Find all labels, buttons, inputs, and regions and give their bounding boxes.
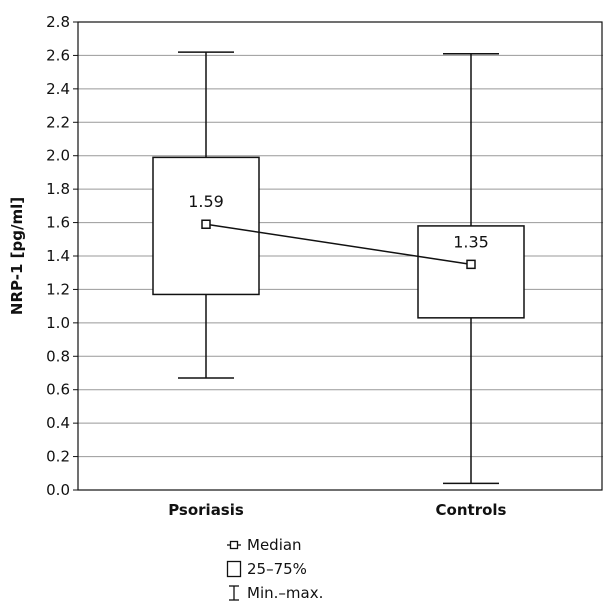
x-category-label: Controls	[436, 501, 507, 519]
legend-label-box: 25–75%	[247, 560, 307, 578]
y-tick-label: 1.4	[46, 247, 70, 265]
y-tick-label: 2.8	[46, 13, 70, 31]
median-value-label: 1.35	[453, 232, 489, 251]
box-psoriasis	[152, 51, 260, 379]
whisker-marker-icon	[229, 585, 239, 601]
y-tick-label: 0.4	[46, 414, 70, 432]
plot-frame	[77, 21, 603, 491]
y-tick-label: 0.8	[46, 347, 70, 365]
median-marker	[201, 219, 211, 229]
legend-item-median: Median	[226, 533, 323, 557]
y-tick-label: 1.2	[46, 280, 70, 298]
y-tick-label: 2.2	[46, 113, 70, 131]
x-axis-categories: Psoriasis Controls	[168, 501, 506, 519]
boxes: 1.59 1.35	[152, 51, 525, 485]
box-marker-icon	[226, 560, 242, 578]
median-connector-line	[205, 223, 472, 266]
legend: Median 25–75% Min.–max.	[226, 533, 323, 605]
y-tick-label: 2.4	[46, 80, 70, 98]
y-axis-title: NRP-1 [pg/ml]	[8, 197, 26, 315]
median-marker	[466, 259, 476, 270]
x-category-label: Psoriasis	[168, 501, 244, 519]
median-marker-icon	[227, 540, 241, 550]
legend-label-whisker: Min.–max.	[247, 584, 324, 602]
y-tick-label: 2.6	[46, 46, 70, 64]
median-value-label: 1.59	[188, 192, 224, 211]
y-tick-label: 0.2	[46, 448, 70, 466]
box-plot-chart: 0.0 0.2 0.4 0.6 0.8 1.0 1.2 1.4 1.6 1.8 2.0 2.2 2.4 2…	[8, 13, 603, 519]
box-controls	[417, 53, 525, 485]
iqr-box	[417, 225, 525, 319]
y-tick-label: 1.0	[46, 314, 70, 332]
y-tick-label: 1.8	[46, 180, 70, 198]
y-tick-label: 0.6	[46, 381, 70, 399]
legend-label-median: Median	[247, 536, 302, 554]
y-tick-label: 2.0	[46, 147, 70, 165]
y-tick-label: 0.0	[46, 481, 70, 499]
y-axis-ticks: 0.0 0.2 0.4 0.6 0.8 1.0 1.2 1.4 1.6 1.8 2.0 2.2 2.4 2…	[46, 13, 78, 499]
legend-item-whisker: Min.–max.	[226, 581, 323, 605]
y-tick-label: 1.6	[46, 214, 70, 232]
legend-item-box: 25–75%	[226, 557, 323, 581]
